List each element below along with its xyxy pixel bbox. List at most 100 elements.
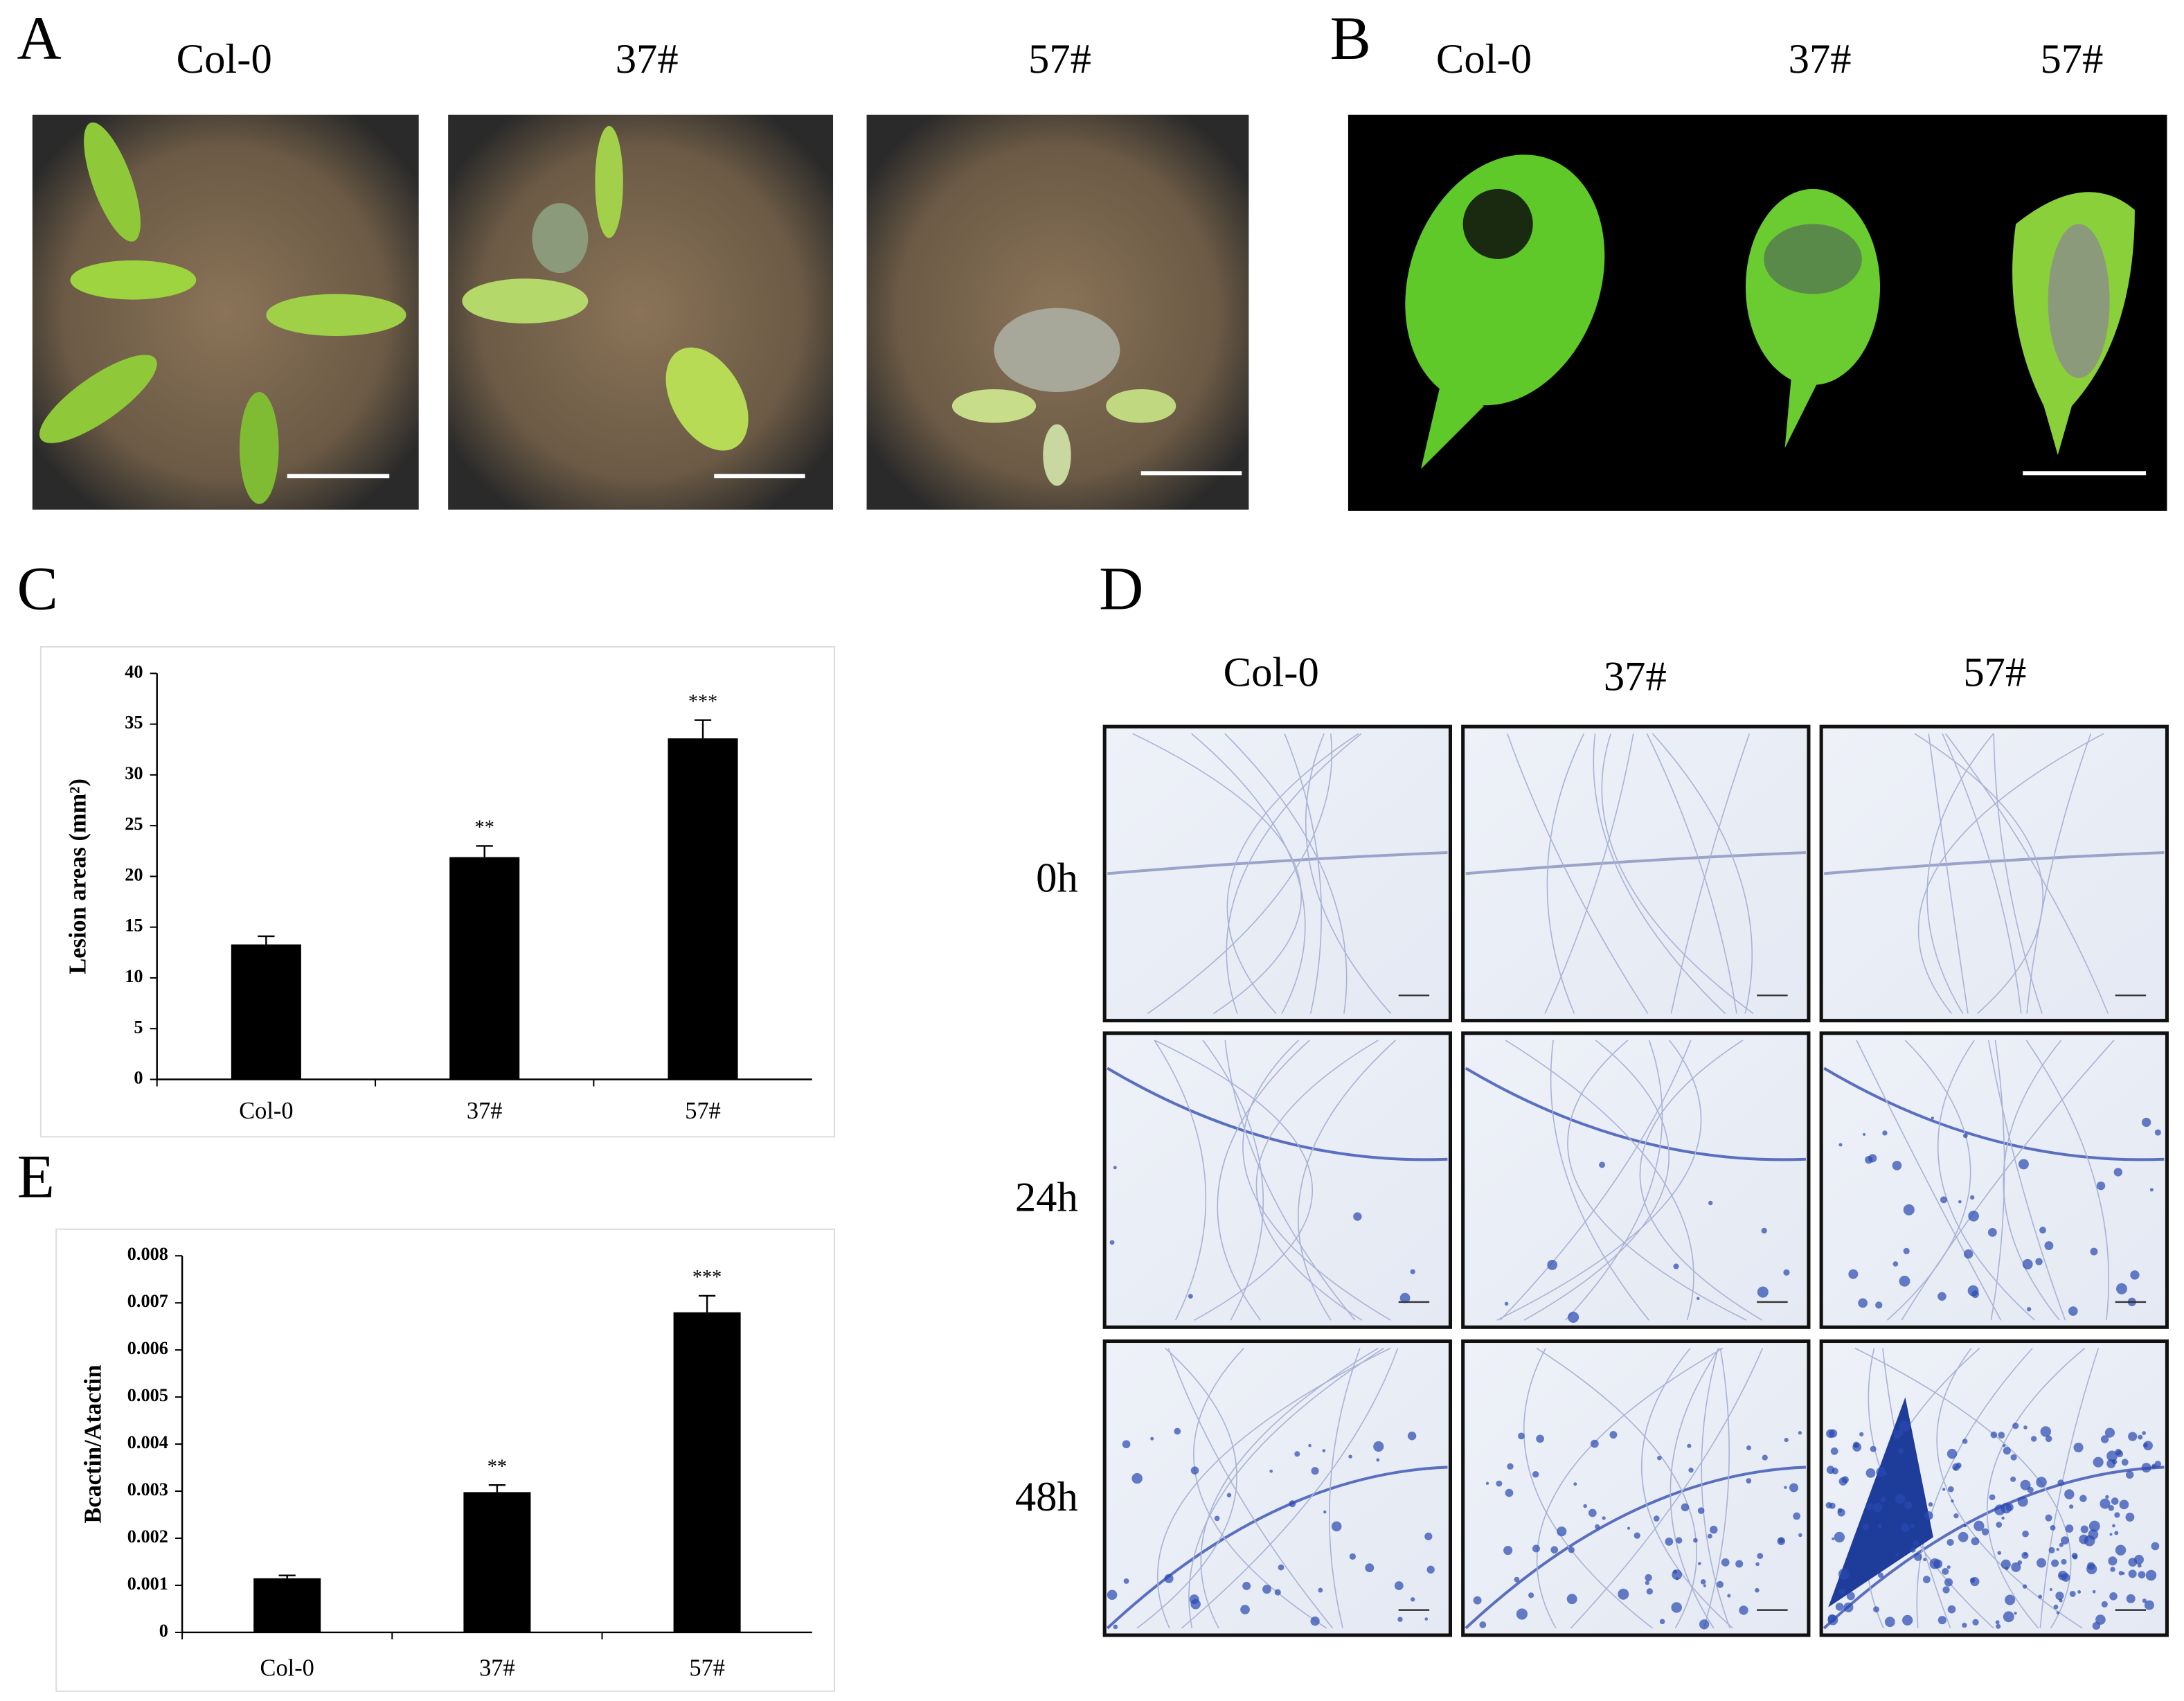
stain-spot bbox=[2110, 1567, 2115, 1572]
stain-spot bbox=[1568, 1311, 1579, 1323]
stain-spot bbox=[1557, 1526, 1567, 1537]
stain-spot bbox=[1599, 1161, 1606, 1168]
stain-spot bbox=[2023, 1552, 2028, 1556]
stain-spot bbox=[2111, 1497, 2119, 1505]
stain-spot bbox=[1188, 1294, 1193, 1299]
stain-spot bbox=[1131, 1472, 1143, 1484]
stain-spot bbox=[2044, 1241, 2054, 1250]
stain-spot bbox=[1665, 1538, 1674, 1546]
stain-spot bbox=[1848, 1269, 1859, 1279]
stain-spot bbox=[1972, 1619, 1979, 1626]
stain-spot bbox=[1940, 1196, 1948, 1204]
stain-spot bbox=[2022, 1258, 2033, 1270]
stain-photo bbox=[1102, 724, 1453, 1023]
stain-spot bbox=[2036, 1477, 2047, 1488]
stain-spot bbox=[1485, 1481, 1489, 1485]
stain-spot bbox=[2095, 1614, 2106, 1625]
leaf-vein bbox=[1536, 1347, 1697, 1629]
stain-spot bbox=[1710, 1525, 1718, 1534]
leaf-vein bbox=[1226, 733, 1362, 1014]
leaf-vein bbox=[1132, 733, 1302, 1015]
stain-spot bbox=[1353, 1212, 1362, 1221]
stain-spot bbox=[1410, 1269, 1415, 1274]
significance-label: ** bbox=[487, 1456, 507, 1477]
stain-spot bbox=[1583, 1504, 1587, 1508]
bar bbox=[231, 944, 301, 1080]
stain-spot bbox=[1518, 1432, 1525, 1440]
column-label: Col-0 bbox=[1224, 649, 1319, 695]
stain-spot bbox=[1832, 1537, 1835, 1540]
stain-spot bbox=[2048, 1547, 2055, 1553]
y-tick-label: 35 bbox=[125, 713, 143, 733]
leaf-vein bbox=[1993, 733, 2043, 1014]
stain-spot bbox=[2100, 1435, 2109, 1443]
stain-spot bbox=[2128, 1432, 2138, 1441]
stain-spot bbox=[2023, 1425, 2028, 1430]
stain-spot bbox=[2118, 1571, 2124, 1576]
stain-spot bbox=[1308, 1443, 1312, 1448]
stain-spot bbox=[1496, 1480, 1503, 1487]
stain-spot bbox=[1646, 1588, 1653, 1595]
significance-label: *** bbox=[692, 1267, 722, 1288]
stain-spot bbox=[1895, 1553, 1899, 1557]
stain-spot bbox=[1399, 1292, 1411, 1303]
column-label: 37# bbox=[616, 36, 679, 82]
stain-spot bbox=[2010, 1454, 2017, 1461]
leaf-vein bbox=[1652, 733, 1753, 1014]
leaf-vein bbox=[1465, 1466, 1806, 1630]
stain-spot bbox=[1963, 1249, 1973, 1259]
column-label: 57# bbox=[1963, 649, 2026, 695]
column-label: 57# bbox=[2041, 36, 2104, 82]
stain-spot bbox=[1516, 1608, 1528, 1620]
stain-spot bbox=[2115, 1283, 2128, 1294]
leaf-vein bbox=[1147, 733, 1333, 1015]
stain-spot bbox=[1697, 1507, 1705, 1515]
stain-spot bbox=[1708, 1200, 1713, 1206]
stain-spot bbox=[2109, 1592, 2118, 1601]
leaf-vein bbox=[1823, 1067, 2165, 1161]
stain-spot bbox=[2001, 1516, 2005, 1520]
stain-spot bbox=[1348, 1454, 1352, 1459]
stain-spot bbox=[1376, 1458, 1380, 1462]
stain-photo bbox=[1819, 724, 2169, 1023]
stain-spot bbox=[1914, 1553, 1922, 1561]
stain-spot bbox=[2020, 1479, 2031, 1490]
stain-spot bbox=[2026, 1307, 2032, 1312]
stain-spot bbox=[1590, 1439, 1599, 1448]
stain-spot bbox=[1944, 1578, 1953, 1587]
stain-spot bbox=[1703, 1584, 1706, 1587]
stain-spot bbox=[1673, 1569, 1678, 1574]
stain-spot bbox=[2069, 1504, 2074, 1509]
stain-spot bbox=[1969, 1577, 1976, 1583]
chart: 0 5 10 15 20 25 30 35 40 Lesion areas (mm²) Col-0 3… bbox=[64, 661, 812, 1124]
leaf-vein bbox=[2003, 1040, 2062, 1321]
stain-spot bbox=[1479, 1621, 1487, 1628]
stain-spot bbox=[2112, 1524, 2115, 1528]
leaf-vein bbox=[1106, 1466, 1448, 1630]
stain-spot bbox=[1981, 1528, 1989, 1535]
error-bar bbox=[278, 1574, 296, 1578]
stain-spot bbox=[1937, 1292, 1946, 1301]
x-tick-label: 37# bbox=[479, 1655, 515, 1681]
stain-spot bbox=[2121, 1459, 2129, 1466]
stain-spot bbox=[1568, 1547, 1575, 1553]
stain-spot bbox=[2065, 1524, 2074, 1533]
stain-spot bbox=[1910, 1547, 1916, 1553]
stain-spot bbox=[2108, 1505, 2114, 1511]
stain-spot bbox=[1937, 1616, 1946, 1625]
stain-spot bbox=[1946, 1538, 1954, 1547]
stain-spot bbox=[1841, 1476, 1849, 1484]
stain-spot bbox=[1877, 1524, 1882, 1529]
stain-spot bbox=[1407, 1432, 1417, 1441]
stain-spot bbox=[1968, 1211, 1979, 1222]
stain-spot bbox=[1798, 1431, 1802, 1435]
leaf-vein bbox=[1107, 851, 1448, 875]
leaf-vein bbox=[1601, 733, 1754, 1015]
stain-spot bbox=[2114, 1512, 2120, 1518]
stain-spot bbox=[1998, 1432, 2005, 1439]
stain-spot bbox=[1838, 1588, 1845, 1595]
bar bbox=[253, 1578, 321, 1632]
stain-spot bbox=[2154, 1461, 2162, 1468]
leaf-vein bbox=[2039, 1348, 2100, 1628]
stain-spot bbox=[2068, 1306, 2078, 1316]
